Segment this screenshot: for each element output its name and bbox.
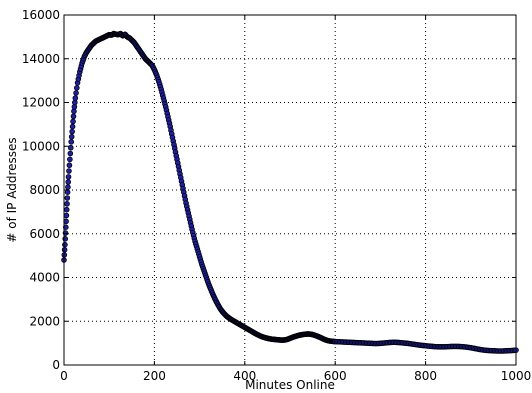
grid-lines <box>64 15 516 365</box>
data-point <box>68 139 75 145</box>
data-point-interp <box>67 150 74 157</box>
axis-ticks <box>63 14 517 366</box>
data-point <box>67 156 73 163</box>
data-point <box>69 123 76 130</box>
x-axis-tick-labels: 0 200 400 600 800 1000 <box>60 369 531 383</box>
data-point-interp <box>67 144 74 151</box>
y-tick-label: 16000 <box>22 8 60 22</box>
y-tick-label: 14000 <box>22 52 60 66</box>
data-point-interp <box>61 246 68 253</box>
data-point <box>63 206 70 213</box>
data-point-interp <box>66 168 72 174</box>
y-tick-label: 10000 <box>22 139 60 153</box>
y-tick-label: 12000 <box>22 96 60 110</box>
data-point-interp <box>73 90 79 96</box>
data-point-interp <box>70 113 77 120</box>
x-tick-label: 600 <box>324 369 347 383</box>
y-tick-label: 8000 <box>29 183 60 197</box>
x-tick-label: 400 <box>233 369 256 383</box>
data-point-interp <box>64 201 70 207</box>
data-point-interp <box>64 195 71 201</box>
data-point-interp <box>74 85 80 91</box>
data-point <box>64 189 71 195</box>
data-point-interp <box>69 128 75 135</box>
data-point-interp <box>65 179 72 185</box>
y-tick-label: 6000 <box>29 227 60 241</box>
x-tick-label: 800 <box>414 369 437 383</box>
data-point <box>62 241 68 248</box>
data-point-interp <box>66 162 73 169</box>
data-point-interp <box>68 133 75 140</box>
data-point-interp <box>70 118 76 125</box>
x-tick-label: 0 <box>60 369 68 383</box>
y-tick-label: 4000 <box>29 271 60 285</box>
data-point <box>72 95 79 101</box>
data-points <box>61 30 519 354</box>
y-tick-label: 0 <box>52 358 60 372</box>
x-tick-label: 200 <box>143 369 166 383</box>
y-tick-label: 2000 <box>29 314 60 328</box>
y-axis-tick-labels: 0 2000 4000 6000 8000 10000 12000 14000 16000 <box>22 8 60 372</box>
x-axis-label: Minutes Online <box>245 378 335 392</box>
data-point-interp <box>65 184 71 190</box>
data-point <box>63 224 69 230</box>
data-point-interp <box>63 212 70 219</box>
x-tick-label: 1000 <box>501 369 532 383</box>
data-point <box>65 174 72 180</box>
y-axis-label: # of IP Addresses <box>5 137 19 242</box>
